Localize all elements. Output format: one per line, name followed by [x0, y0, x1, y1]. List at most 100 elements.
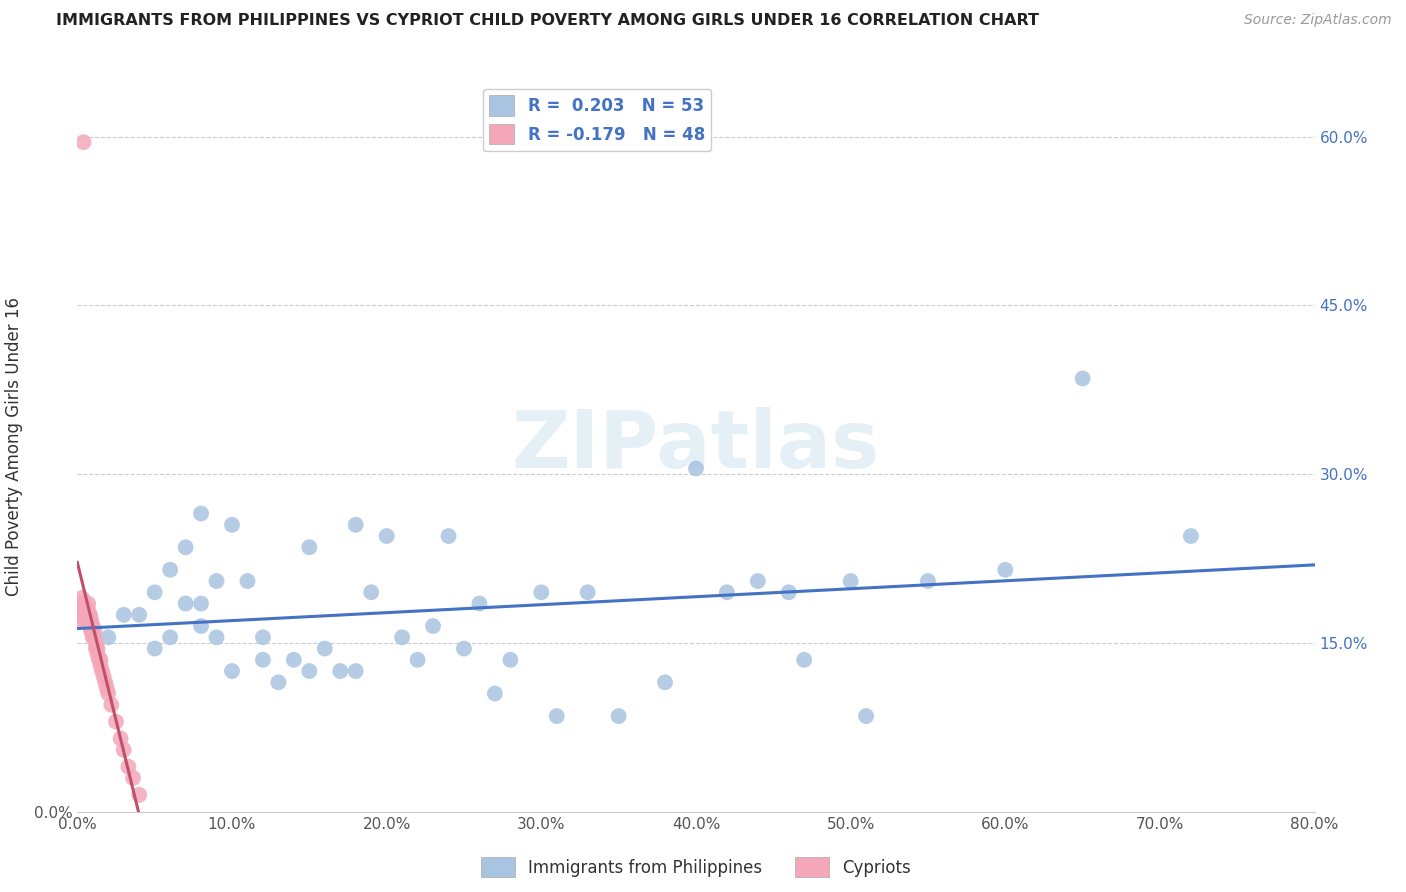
- Point: [530, 585, 553, 599]
- Point: [77, 607, 100, 622]
- Point: [654, 675, 676, 690]
- Text: ZIPatlas: ZIPatlas: [512, 407, 880, 485]
- Point: [75, 602, 96, 616]
- Point: [93, 670, 115, 684]
- Point: [105, 714, 128, 729]
- Point: [252, 630, 274, 644]
- Point: [70, 602, 93, 616]
- Point: [855, 709, 877, 723]
- Point: [422, 619, 444, 633]
- Point: [360, 585, 382, 599]
- Point: [484, 687, 506, 701]
- Point: [82, 619, 104, 633]
- Point: [793, 653, 815, 667]
- Point: [283, 653, 305, 667]
- Point: [69, 614, 91, 628]
- Point: [94, 675, 117, 690]
- Point: [77, 597, 100, 611]
- Point: [97, 687, 120, 701]
- Point: [83, 630, 105, 644]
- Point: [72, 597, 94, 611]
- Point: [994, 563, 1017, 577]
- Point: [298, 664, 321, 678]
- Point: [252, 653, 274, 667]
- Point: [205, 574, 228, 588]
- Point: [747, 574, 769, 588]
- Point: [70, 591, 93, 605]
- Point: [468, 597, 491, 611]
- Point: [77, 602, 100, 616]
- Point: [82, 624, 104, 639]
- Point: [344, 517, 367, 532]
- Point: [84, 641, 107, 656]
- Point: [76, 607, 98, 622]
- Point: [77, 614, 100, 628]
- Point: [174, 597, 197, 611]
- Point: [453, 641, 475, 656]
- Point: [576, 585, 599, 599]
- Point: [117, 760, 139, 774]
- Point: [79, 614, 101, 628]
- Point: [778, 585, 800, 599]
- Text: Source: ZipAtlas.com: Source: ZipAtlas.com: [1244, 13, 1392, 28]
- Point: [375, 529, 398, 543]
- Point: [80, 624, 103, 639]
- Point: [839, 574, 862, 588]
- Point: [110, 731, 132, 746]
- Point: [80, 619, 103, 633]
- Point: [97, 630, 120, 644]
- Point: [69, 607, 91, 622]
- Point: [90, 658, 112, 673]
- Point: [80, 614, 103, 628]
- Point: [1180, 529, 1202, 543]
- Point: [314, 641, 336, 656]
- Point: [69, 597, 91, 611]
- Point: [112, 607, 135, 622]
- Point: [70, 607, 93, 622]
- Point: [267, 675, 290, 690]
- Point: [221, 664, 243, 678]
- Point: [72, 135, 94, 149]
- Point: [499, 653, 522, 667]
- Point: [86, 647, 108, 661]
- Point: [96, 681, 118, 695]
- Point: [122, 771, 145, 785]
- Point: [437, 529, 460, 543]
- Point: [391, 630, 413, 644]
- Point: [546, 709, 568, 723]
- Point: [128, 788, 150, 802]
- Point: [83, 624, 105, 639]
- Point: [221, 517, 243, 532]
- Point: [112, 743, 135, 757]
- Point: [406, 653, 429, 667]
- Point: [76, 614, 98, 628]
- Point: [1071, 371, 1094, 385]
- Point: [190, 507, 212, 521]
- Point: [91, 664, 114, 678]
- Point: [159, 630, 181, 644]
- Point: [190, 597, 212, 611]
- Point: [87, 653, 110, 667]
- Point: [82, 630, 104, 644]
- Point: [90, 653, 112, 667]
- Point: [236, 574, 259, 588]
- Point: [716, 585, 738, 599]
- Point: [685, 461, 707, 475]
- Point: [84, 636, 107, 650]
- Point: [159, 563, 181, 577]
- Point: [86, 641, 108, 656]
- Point: [128, 607, 150, 622]
- Y-axis label: Child Poverty Among Girls Under 16: Child Poverty Among Girls Under 16: [4, 296, 22, 596]
- Point: [79, 619, 101, 633]
- Point: [917, 574, 939, 588]
- Point: [329, 664, 352, 678]
- Point: [75, 614, 96, 628]
- Point: [344, 664, 367, 678]
- Point: [75, 607, 96, 622]
- Point: [190, 619, 212, 633]
- Point: [100, 698, 122, 712]
- Point: [79, 607, 101, 622]
- Point: [174, 541, 197, 555]
- Point: [79, 607, 101, 622]
- Point: [607, 709, 630, 723]
